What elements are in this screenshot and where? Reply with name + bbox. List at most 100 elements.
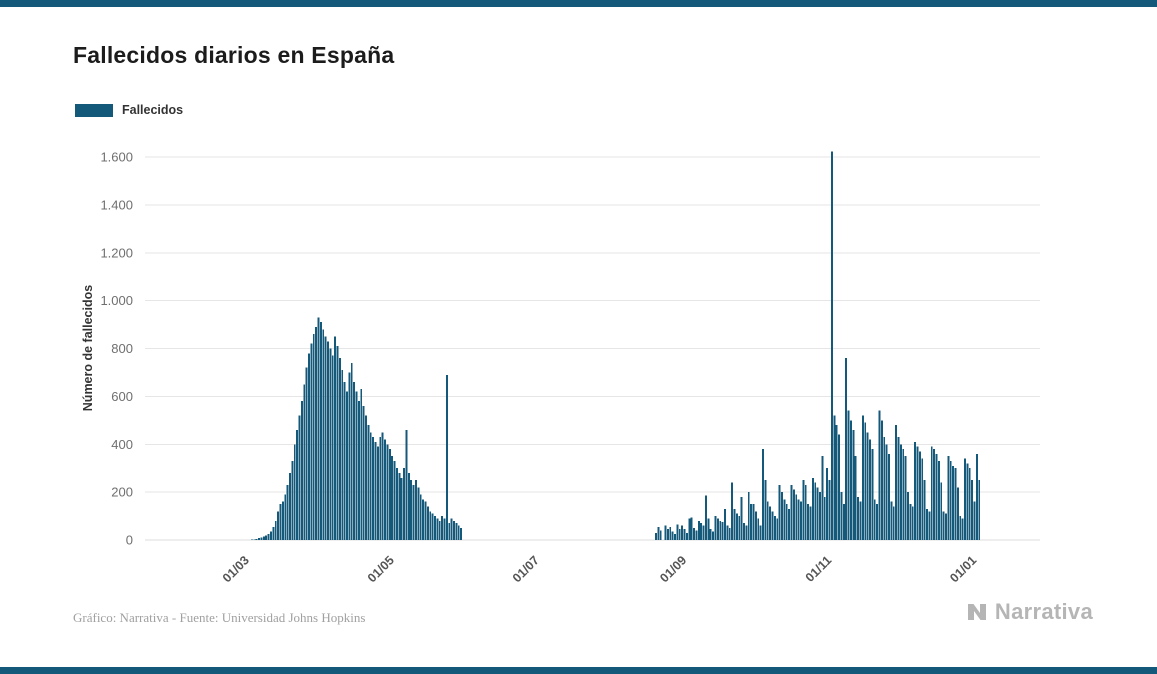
bar <box>773 516 776 540</box>
bar <box>289 472 291 541</box>
bar <box>367 425 370 540</box>
bar <box>897 437 900 540</box>
bar <box>945 513 947 540</box>
bar <box>426 506 429 540</box>
bar <box>267 534 270 540</box>
bar <box>315 326 318 540</box>
bar <box>436 518 439 540</box>
bar <box>809 506 812 540</box>
y-tick-label: 200 <box>111 485 133 500</box>
bar <box>821 456 824 540</box>
bar <box>771 511 774 540</box>
bar <box>916 446 919 540</box>
bar <box>923 480 926 540</box>
bar <box>847 410 850 540</box>
bar <box>676 524 679 540</box>
bar <box>956 487 959 540</box>
bar <box>959 516 962 540</box>
bar <box>393 461 396 540</box>
bar <box>738 516 741 540</box>
bar <box>355 391 358 540</box>
bar <box>811 477 814 540</box>
bar <box>353 382 356 540</box>
bar <box>819 492 821 541</box>
bar <box>338 358 341 540</box>
bar <box>947 456 950 540</box>
bar <box>731 482 734 540</box>
bar <box>327 341 329 540</box>
bar <box>438 520 441 540</box>
bar <box>804 484 807 540</box>
bar <box>322 329 325 540</box>
bar <box>921 458 924 540</box>
bar <box>277 511 280 540</box>
bar <box>909 504 912 540</box>
bar <box>785 504 788 540</box>
narrativa-logo-icon <box>967 604 986 620</box>
bar <box>935 453 938 540</box>
bar <box>391 456 394 540</box>
bar <box>880 420 883 540</box>
bar <box>800 501 802 540</box>
bar <box>681 525 684 540</box>
y-tick-label: 0 <box>126 533 133 548</box>
bar <box>716 518 719 540</box>
bar <box>728 528 731 540</box>
bar <box>457 525 460 540</box>
bar <box>902 449 905 540</box>
y-tick-label: 800 <box>111 341 133 356</box>
bar <box>928 511 931 540</box>
bar <box>434 516 436 540</box>
bar <box>334 336 337 540</box>
bar <box>766 501 769 540</box>
bar <box>388 449 391 540</box>
bar <box>750 504 753 540</box>
bar <box>747 492 750 541</box>
bar <box>262 536 265 540</box>
bar <box>795 494 798 540</box>
bar <box>310 343 313 540</box>
bar <box>845 358 848 540</box>
bar <box>840 492 843 541</box>
bar <box>407 472 410 541</box>
bar <box>445 374 448 540</box>
bar <box>350 362 353 540</box>
bar <box>735 513 738 540</box>
bar <box>966 463 969 540</box>
bar <box>414 480 417 540</box>
bar <box>324 336 327 540</box>
bar <box>940 482 943 540</box>
bar <box>319 322 322 540</box>
bar <box>300 401 303 540</box>
bar <box>398 472 401 541</box>
bar <box>918 451 921 540</box>
bar <box>260 537 263 540</box>
bar <box>336 346 339 540</box>
bar <box>724 508 726 540</box>
bar <box>790 484 793 540</box>
bar <box>448 523 451 540</box>
legend-item-fallecidos[interactable]: Fallecidos <box>75 103 183 117</box>
bar <box>317 317 320 540</box>
legend-swatch-icon <box>75 103 113 117</box>
bar <box>769 506 772 540</box>
bar <box>971 480 974 540</box>
bar <box>700 523 703 540</box>
bar <box>690 517 693 540</box>
bar <box>395 468 398 540</box>
bar <box>453 520 455 540</box>
bar <box>376 446 379 540</box>
bar <box>823 496 826 540</box>
bar <box>895 425 898 540</box>
bar <box>973 501 976 540</box>
bar <box>284 494 287 540</box>
bar <box>424 501 427 540</box>
bar <box>303 384 306 540</box>
brand-logo: Narrativa <box>965 599 1093 625</box>
bar <box>764 480 767 540</box>
bar <box>362 405 365 540</box>
bar <box>911 506 914 540</box>
bar <box>341 370 344 540</box>
bar <box>743 523 745 540</box>
bar <box>664 525 667 540</box>
